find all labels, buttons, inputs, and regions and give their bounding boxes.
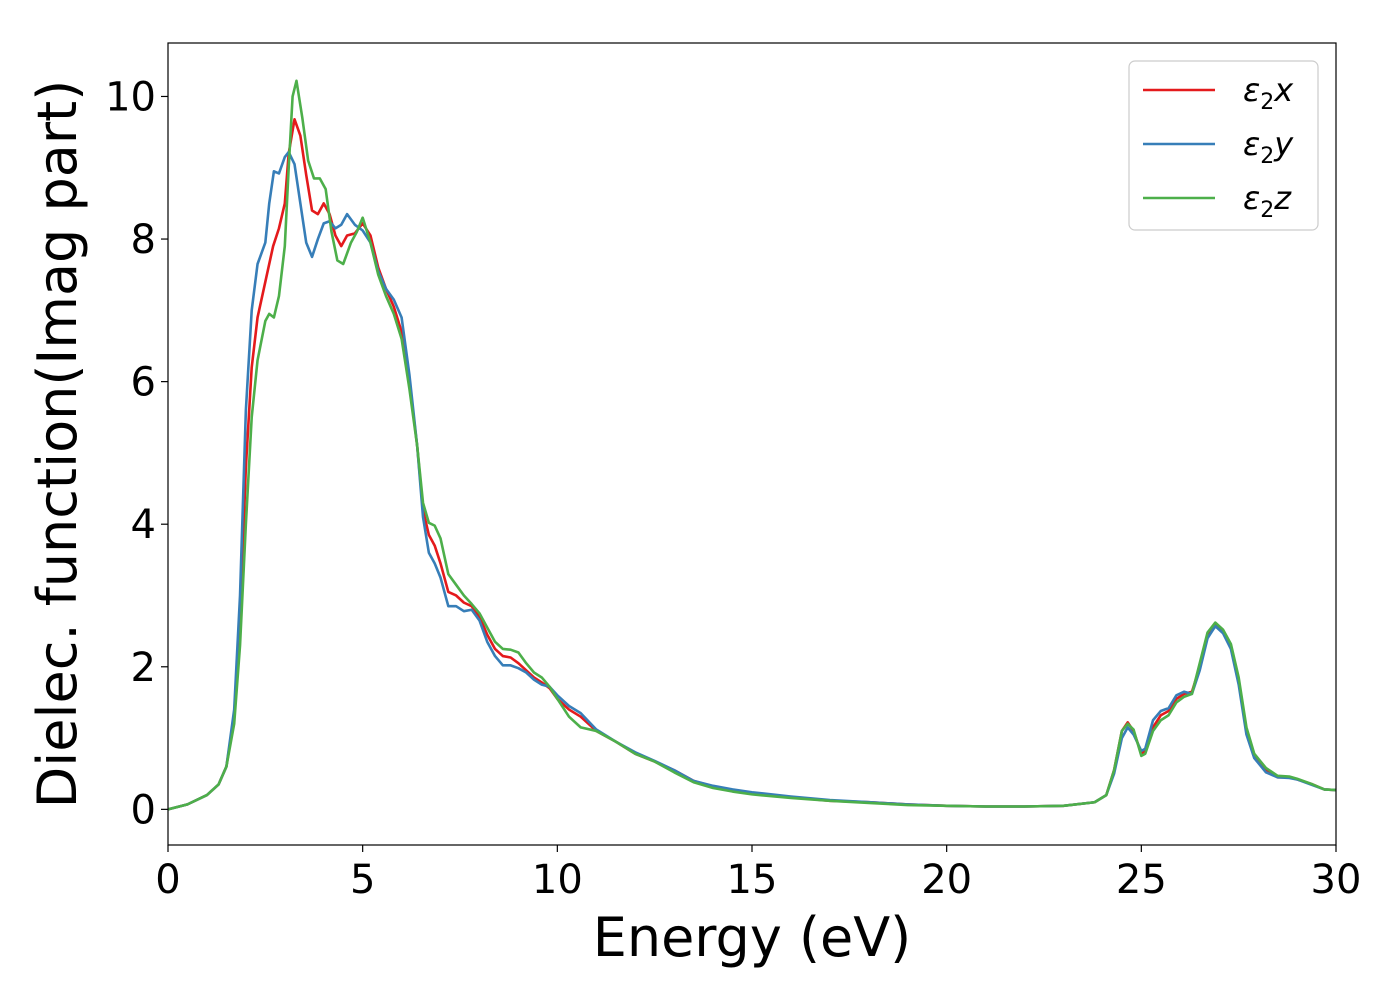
legend: ε2x ε2y ε2z <box>1128 60 1319 231</box>
x-tick-label: 30 <box>1311 857 1362 903</box>
legend-label-x: ε2x <box>1243 71 1294 115</box>
series-line-y <box>167 150 1337 811</box>
y-tick-label: 4 <box>131 502 156 548</box>
y-tick-label: 8 <box>131 217 156 263</box>
y-axis-ticks: 0 2 4 6 8 10 <box>105 74 168 833</box>
x-tick-label: 0 <box>155 857 180 903</box>
x-axis-label: Energy (eV) <box>593 906 912 969</box>
x-tick-label: 10 <box>532 857 583 903</box>
y-tick-label: 0 <box>131 787 156 833</box>
x-tick-label: 20 <box>921 857 972 903</box>
x-tick-label: 5 <box>350 857 375 903</box>
x-tick-label: 15 <box>727 857 778 903</box>
x-tick-label: 25 <box>1116 857 1167 903</box>
series-line-x <box>167 117 1337 811</box>
series-line-z <box>167 79 1337 811</box>
y-tick-label: 10 <box>105 74 156 120</box>
y-tick-label: 6 <box>131 360 156 406</box>
legend-box <box>1128 60 1319 231</box>
plot-lines <box>167 79 1337 811</box>
y-tick-label: 2 <box>131 645 156 691</box>
legend-label-y: ε2y <box>1243 125 1294 169</box>
legend-label-z: ε2z <box>1243 179 1292 223</box>
y-axis-label: Dielec. function(Imag part) <box>26 80 89 809</box>
x-axis-ticks: 0 5 10 15 20 25 30 <box>155 845 1361 903</box>
